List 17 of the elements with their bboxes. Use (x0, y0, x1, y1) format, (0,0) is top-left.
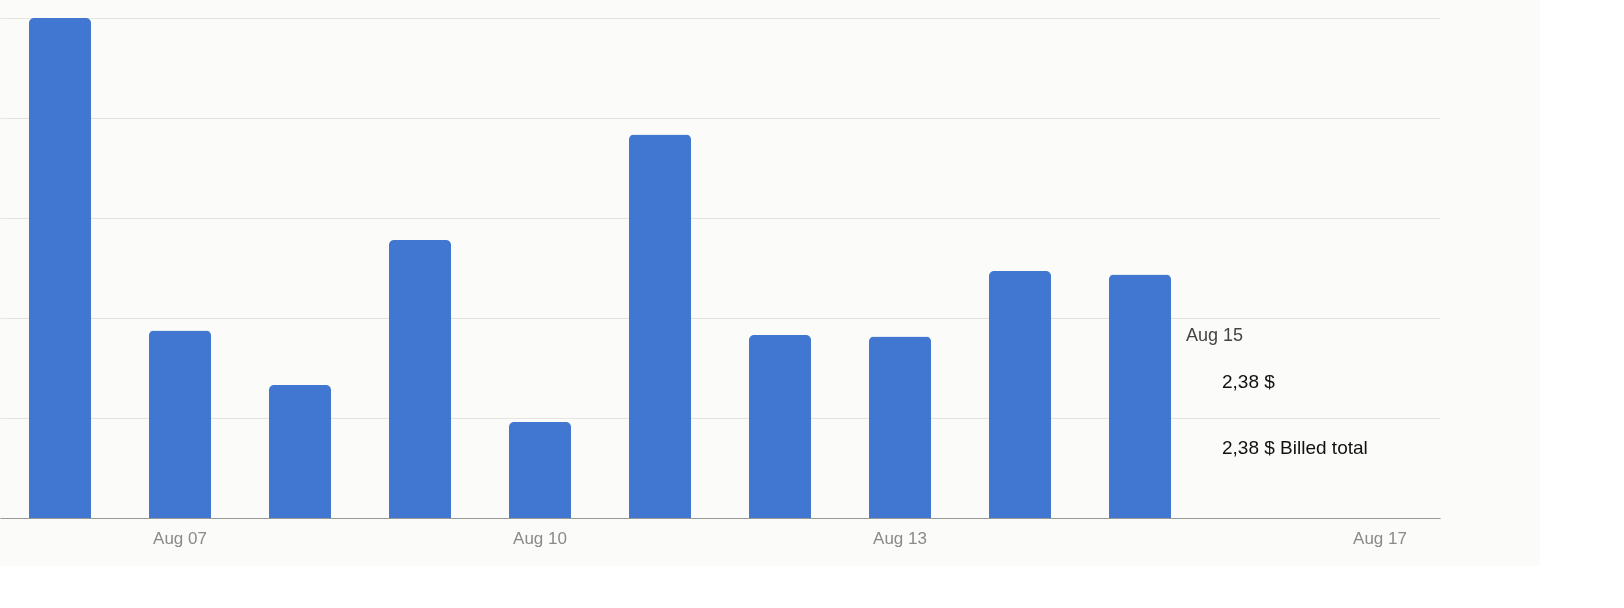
bar (29, 18, 91, 518)
bar (1109, 274, 1171, 518)
bar (269, 385, 331, 518)
annotation: 2,38 $ Billed total (1222, 437, 1368, 458)
x-tick-label: Aug 17 (1353, 528, 1407, 548)
annotation: Aug 15 (1186, 325, 1244, 345)
x-tick-label: Aug 13 (873, 528, 927, 548)
annotation: 2,38 $ (1222, 371, 1276, 392)
bar (869, 336, 931, 518)
bar (389, 240, 451, 518)
bar (749, 335, 811, 518)
x-tick-label: Aug 10 (513, 528, 567, 548)
bar (149, 330, 211, 518)
bar (989, 271, 1051, 518)
x-tick-label: Aug 07 (153, 528, 207, 548)
bar (629, 134, 691, 518)
bar (509, 422, 571, 518)
